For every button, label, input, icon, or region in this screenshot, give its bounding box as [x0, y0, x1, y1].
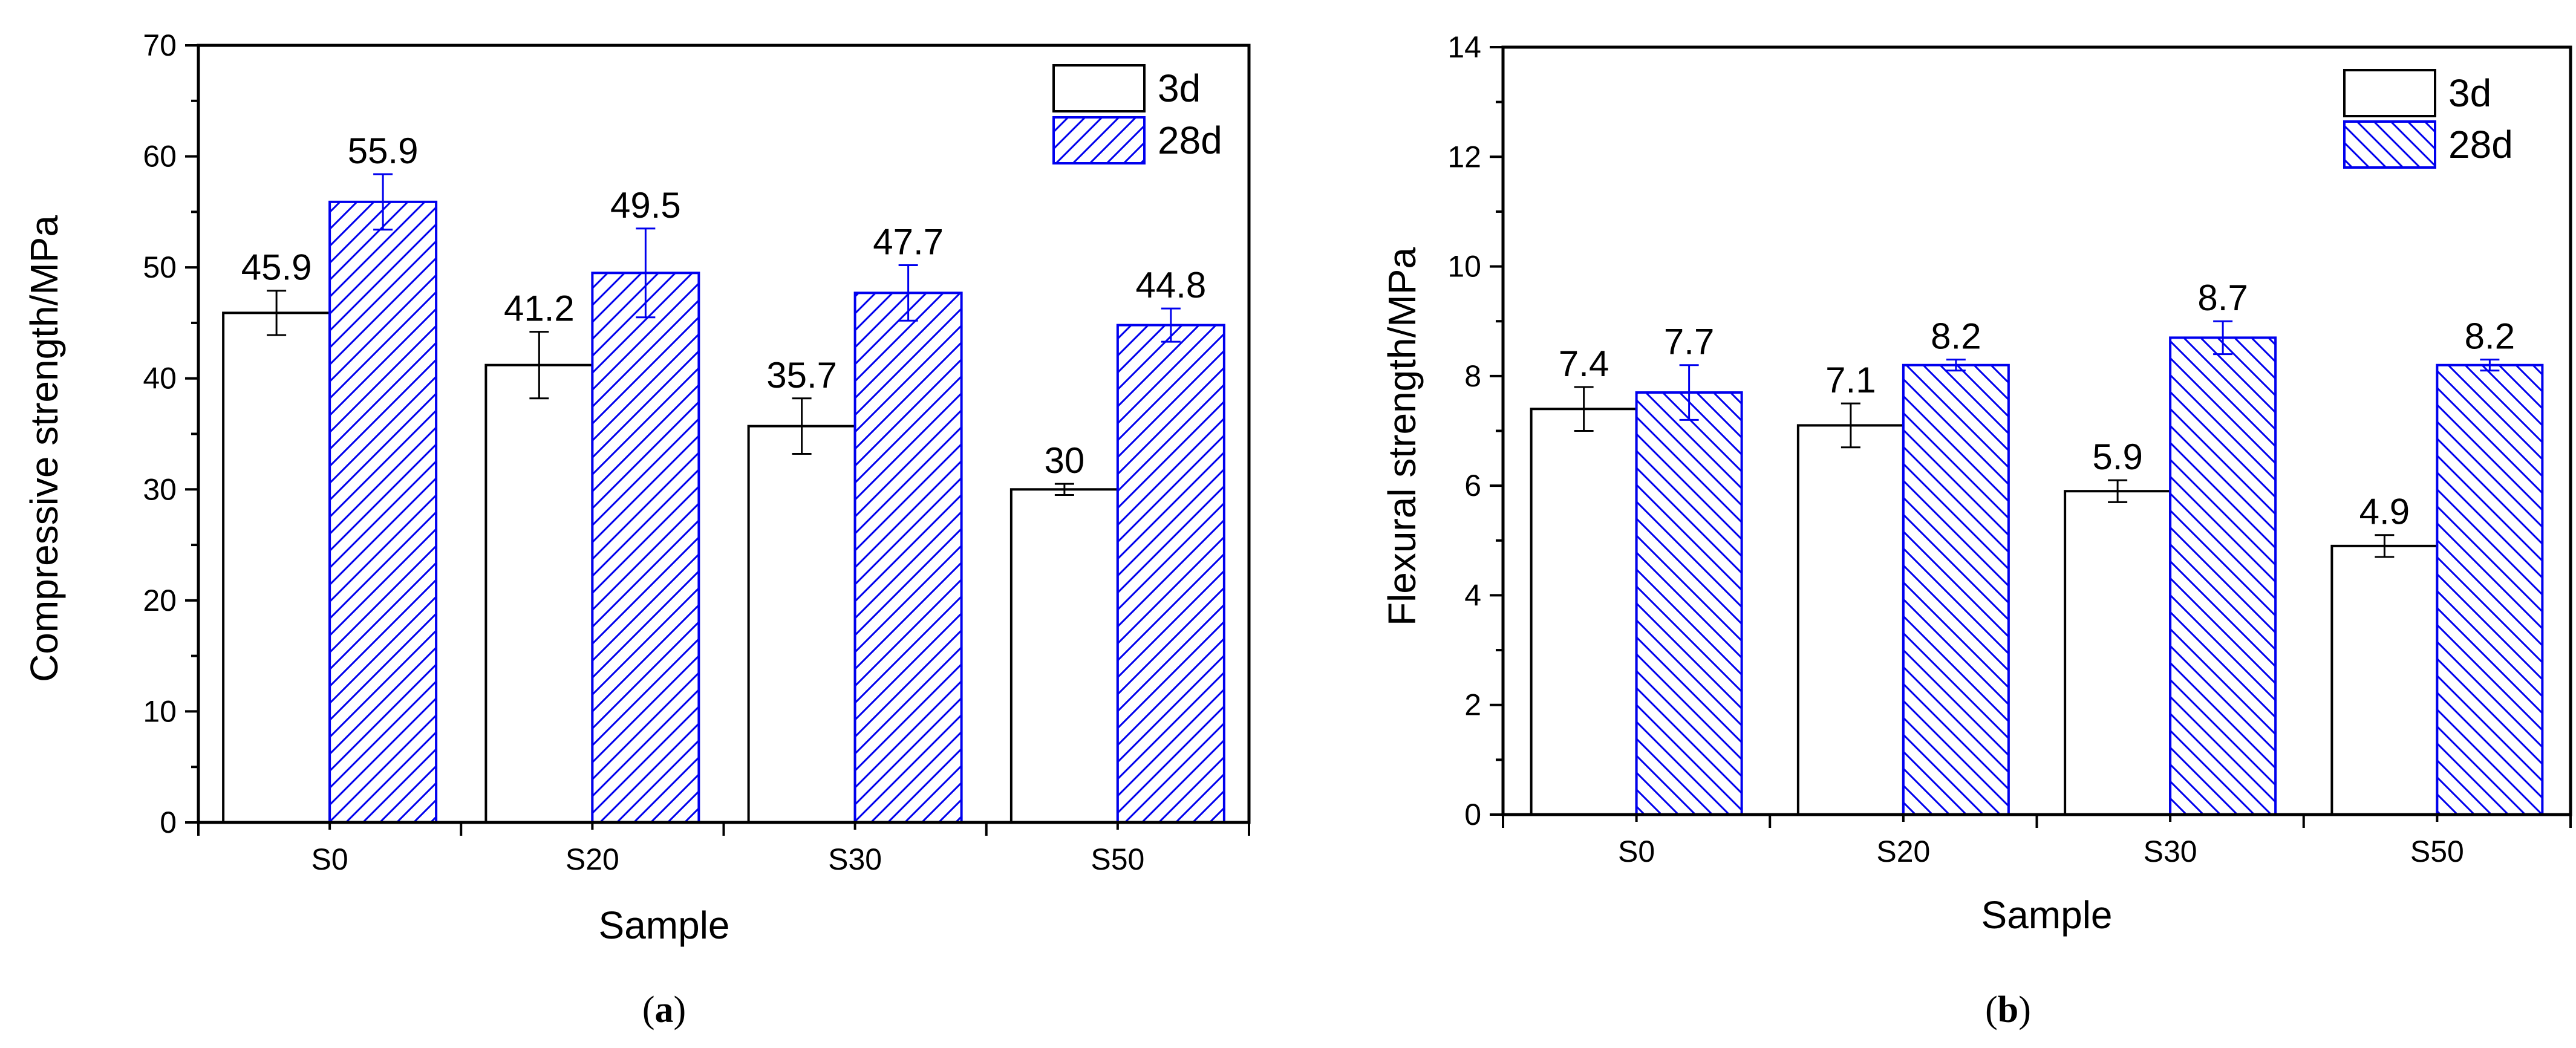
y-tick-label: 60	[143, 140, 177, 174]
legend-label-3d: 3d	[1158, 67, 1201, 110]
error-bar-3d-S30	[2108, 479, 2128, 503]
y-tick-label: 30	[143, 472, 177, 506]
data-label-3d-S30: 35.7	[766, 355, 837, 395]
error-bar-3d-S50	[2375, 534, 2395, 558]
error-bar-3d-S30	[792, 397, 812, 455]
bar-3d-S50	[2330, 544, 2439, 816]
bar-28d-S20	[1902, 363, 2010, 816]
bar-3d-S20	[1796, 424, 1905, 816]
legend-swatch-28d	[1052, 116, 1146, 164]
y-axis-title: Compressive strength/MPa	[22, 215, 66, 682]
bar-28d-S50	[2436, 363, 2544, 816]
y-tick-label: 12	[1447, 140, 1481, 174]
x-tick-label-S50: S50	[2410, 835, 2464, 868]
x-tick-label-S0: S0	[311, 842, 348, 876]
legend-swatch-3d	[1052, 64, 1146, 112]
legend-label-28d: 28d	[1158, 119, 1222, 162]
x-tick-label-S20: S20	[566, 842, 619, 876]
y-tick-label: 6	[1464, 469, 1481, 503]
bar-28d-S30	[853, 291, 963, 824]
y-axis-title: Flexural strength/MPa	[1380, 247, 1424, 626]
data-label-28d-S0: 7.7	[1664, 322, 1714, 362]
data-label-28d-S50: 8.2	[2465, 316, 2515, 357]
y-tick-label: 10	[1447, 250, 1481, 284]
error-bar-28d-S30	[898, 264, 918, 322]
data-label-28d-S50: 44.8	[1135, 265, 1206, 305]
y-tick-label: 0	[1464, 798, 1481, 832]
data-label-3d-S0: 7.4	[1559, 343, 1609, 384]
data-label-28d-S30: 47.7	[873, 221, 944, 262]
y-tick-label: 20	[143, 584, 177, 617]
y-tick-label: 40	[143, 362, 177, 395]
y-tick-label: 70	[143, 28, 177, 62]
legend-label-3d: 3d	[2448, 71, 2491, 115]
data-label-3d-S20: 7.1	[1825, 360, 1876, 400]
x-tick-label-S30: S30	[2144, 835, 2197, 868]
y-tick-label: 2	[1464, 688, 1481, 722]
y-tick-label: 4	[1464, 578, 1481, 612]
y-tick-label: 8	[1464, 359, 1481, 393]
bar-3d-S0	[1530, 408, 1638, 816]
x-tick-label-S30: S30	[828, 842, 882, 876]
panel-label: (a)	[642, 989, 686, 1030]
y-tick-label: 10	[143, 694, 177, 728]
panel-label: (b)	[1985, 989, 2031, 1030]
y-tick-label: 0	[160, 806, 177, 839]
bar-3d-S30	[2064, 490, 2172, 816]
error-bar-28d-S50	[1161, 307, 1181, 343]
legend-swatch-28d	[2343, 120, 2436, 169]
x-axis-title: Sample	[599, 903, 730, 947]
error-bar-3d-S0	[267, 290, 287, 336]
error-bar-28d-S30	[2213, 320, 2233, 356]
legend-swatch-3d	[2343, 69, 2436, 117]
data-label-3d-S30: 5.9	[2092, 437, 2142, 477]
error-bar-28d-S0	[1679, 364, 1699, 421]
x-tick-label-S0: S0	[1618, 835, 1655, 868]
y-tick-label: 50	[143, 250, 177, 284]
error-bar-3d-S20	[1841, 402, 1860, 449]
bar-28d-S0	[1635, 391, 1743, 816]
bar-3d-S0	[222, 311, 331, 824]
bar-28d-S0	[328, 200, 438, 824]
legend-label-28d: 28d	[2448, 123, 2513, 166]
y-tick-label: 14	[1447, 30, 1481, 64]
data-label-3d-S0: 45.9	[241, 247, 312, 288]
error-bar-28d-S20	[636, 227, 656, 319]
error-bar-3d-S20	[529, 331, 549, 400]
bar-28d-S50	[1116, 324, 1225, 824]
flexural-strength-chart: Flexural strength/MPa Sample (b) 7.4 7.7 7…	[1380, 30, 2572, 1030]
bar-3d-S30	[747, 425, 856, 824]
error-bar-28d-S0	[373, 173, 393, 231]
data-label-3d-S20: 41.2	[504, 288, 575, 329]
data-label-28d-S20: 49.5	[610, 185, 681, 226]
compressive-strength-chart: Compressive strength/MPa Sample (a) 45.9…	[22, 28, 1251, 1030]
error-bar-28d-S20	[1946, 359, 1966, 372]
bar-3d-S50	[1009, 488, 1119, 824]
bar-3d-S20	[484, 363, 594, 824]
error-bar-3d-S0	[1574, 386, 1594, 432]
bar-28d-S30	[2169, 336, 2277, 816]
data-label-28d-S30: 8.7	[2197, 278, 2248, 318]
x-tick-label-S20: S20	[1876, 835, 1930, 868]
data-label-3d-S50: 4.9	[2359, 492, 2410, 532]
error-bar-28d-S50	[2480, 359, 2500, 372]
bar-28d-S20	[591, 272, 700, 824]
data-label-28d-S20: 8.2	[1931, 316, 1981, 357]
error-bar-3d-S50	[1054, 483, 1074, 496]
x-tick-label-S50: S50	[1091, 842, 1144, 876]
x-axis-title: Sample	[1981, 893, 2113, 937]
data-label-3d-S50: 30	[1045, 440, 1085, 481]
data-label-28d-S0: 55.9	[348, 131, 419, 171]
